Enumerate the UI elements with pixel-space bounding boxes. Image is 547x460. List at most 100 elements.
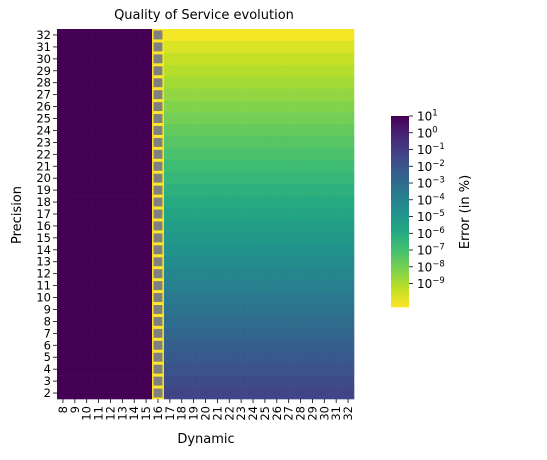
heatmap-cell xyxy=(92,29,105,42)
heatmap-cell xyxy=(128,375,141,388)
heatmap-cell xyxy=(68,387,82,400)
heatmap-cell xyxy=(282,327,295,340)
heatmap-cell xyxy=(57,124,70,137)
heatmap-cell xyxy=(104,88,117,101)
heatmap-cell xyxy=(223,124,236,137)
heatmap-cell xyxy=(187,112,200,125)
heatmap-cell xyxy=(80,124,93,137)
colorbar-segment xyxy=(391,260,409,263)
heatmap-cell xyxy=(318,327,331,340)
heatmap-cell xyxy=(163,339,177,352)
heatmap-cell xyxy=(211,363,224,376)
colorbar-segment xyxy=(391,214,409,217)
heatmap-cell xyxy=(223,267,236,280)
heatmap-cell xyxy=(175,148,188,161)
heatmap-cell xyxy=(223,387,236,400)
colorbar-segment xyxy=(391,130,409,133)
y-tick-label: 22 xyxy=(36,147,51,161)
heatmap-cell xyxy=(140,52,153,66)
heatmap-cell xyxy=(104,351,117,364)
heatmap-cell xyxy=(68,52,82,66)
heatmap-cell xyxy=(223,327,236,340)
heatmap-cell xyxy=(330,327,343,340)
heatmap-cell xyxy=(294,112,307,125)
colorbar-segment xyxy=(391,248,409,251)
heatmap-cell xyxy=(187,327,200,340)
heatmap-cell xyxy=(342,29,355,42)
heatmap-cell xyxy=(57,267,70,280)
heatmap-cell xyxy=(247,148,260,161)
heatmap-cell xyxy=(342,172,355,185)
heatmap-cell xyxy=(342,148,355,161)
heatmap-cell xyxy=(235,124,248,137)
heatmap-cell xyxy=(80,243,93,257)
heatmap-cell xyxy=(80,219,93,233)
colorbar-segment xyxy=(391,195,409,198)
heatmap-cell xyxy=(68,88,82,101)
heatmap-cell xyxy=(247,76,260,89)
heatmap-cell xyxy=(235,255,248,269)
colorbar-segment xyxy=(391,286,409,289)
heatmap-cell xyxy=(92,160,105,173)
heatmap-cell xyxy=(104,291,117,304)
colorbar-segment xyxy=(391,157,409,160)
heatmap-cell xyxy=(68,267,82,280)
x-tick-label: 29 xyxy=(305,406,319,421)
heatmap-cell xyxy=(80,339,93,352)
colorbar-segment xyxy=(391,135,409,138)
heatmap-cell xyxy=(306,136,319,149)
heatmap-cell xyxy=(68,124,82,137)
heatmap-cell xyxy=(187,208,200,221)
colorbar-segment xyxy=(391,170,409,173)
y-tick-label: 2 xyxy=(44,386,51,400)
heatmap-cell xyxy=(187,351,200,364)
colorbar-segment xyxy=(391,224,409,227)
heatmap-cell xyxy=(57,375,70,388)
heatmap-cell xyxy=(282,267,295,280)
heatmap-cell xyxy=(57,148,70,161)
heatmap-cell xyxy=(116,315,129,328)
heatmap-cell xyxy=(92,387,105,400)
heatmap-cell xyxy=(175,160,188,173)
y-tick-label: 17 xyxy=(36,207,51,221)
heatmap-cell xyxy=(104,387,117,400)
heatmap-cell xyxy=(330,375,343,388)
heatmap-cell xyxy=(68,29,82,42)
heatmap-cell xyxy=(306,363,319,376)
masked-cell-marker xyxy=(153,149,163,159)
x-tick-label: 25 xyxy=(258,406,272,421)
heatmap-cell xyxy=(294,351,307,364)
heatmap-cell xyxy=(211,339,224,352)
heatmap-cell xyxy=(104,184,117,197)
heatmap-cell xyxy=(80,267,93,280)
heatmap-cell xyxy=(163,184,177,197)
heatmap-cell xyxy=(116,351,129,364)
heatmap-cell xyxy=(342,208,355,221)
heatmap-cell xyxy=(175,339,188,352)
masked-cell-marker xyxy=(153,269,163,279)
heatmap-cell xyxy=(80,184,93,197)
heatmap-cell xyxy=(211,255,224,269)
heatmap-cell xyxy=(163,387,177,400)
heatmap-cell xyxy=(306,219,319,233)
heatmap-cell xyxy=(104,64,117,78)
heatmap-cell xyxy=(57,184,70,197)
y-tick-label: 6 xyxy=(44,338,51,352)
heatmap-cell xyxy=(187,100,200,113)
heatmap-cell xyxy=(57,88,70,101)
y-tick-label: 21 xyxy=(36,159,51,173)
heatmap-cell xyxy=(223,40,236,54)
heatmap-cell xyxy=(116,339,129,352)
masked-cell-marker xyxy=(153,352,163,362)
colorbar-tick-label: 10−6 xyxy=(417,226,445,241)
colorbar-segment xyxy=(391,284,409,287)
heatmap-cell xyxy=(294,315,307,328)
heatmap-cell xyxy=(116,243,129,257)
heatmap-cell xyxy=(175,267,188,280)
heatmap-cell xyxy=(199,291,212,304)
masked-cell-marker xyxy=(153,281,163,291)
colorbar-segment xyxy=(391,168,409,171)
masked-cell-marker xyxy=(153,173,163,183)
x-tick-label: 32 xyxy=(341,406,355,421)
heatmap-cell xyxy=(306,172,319,185)
